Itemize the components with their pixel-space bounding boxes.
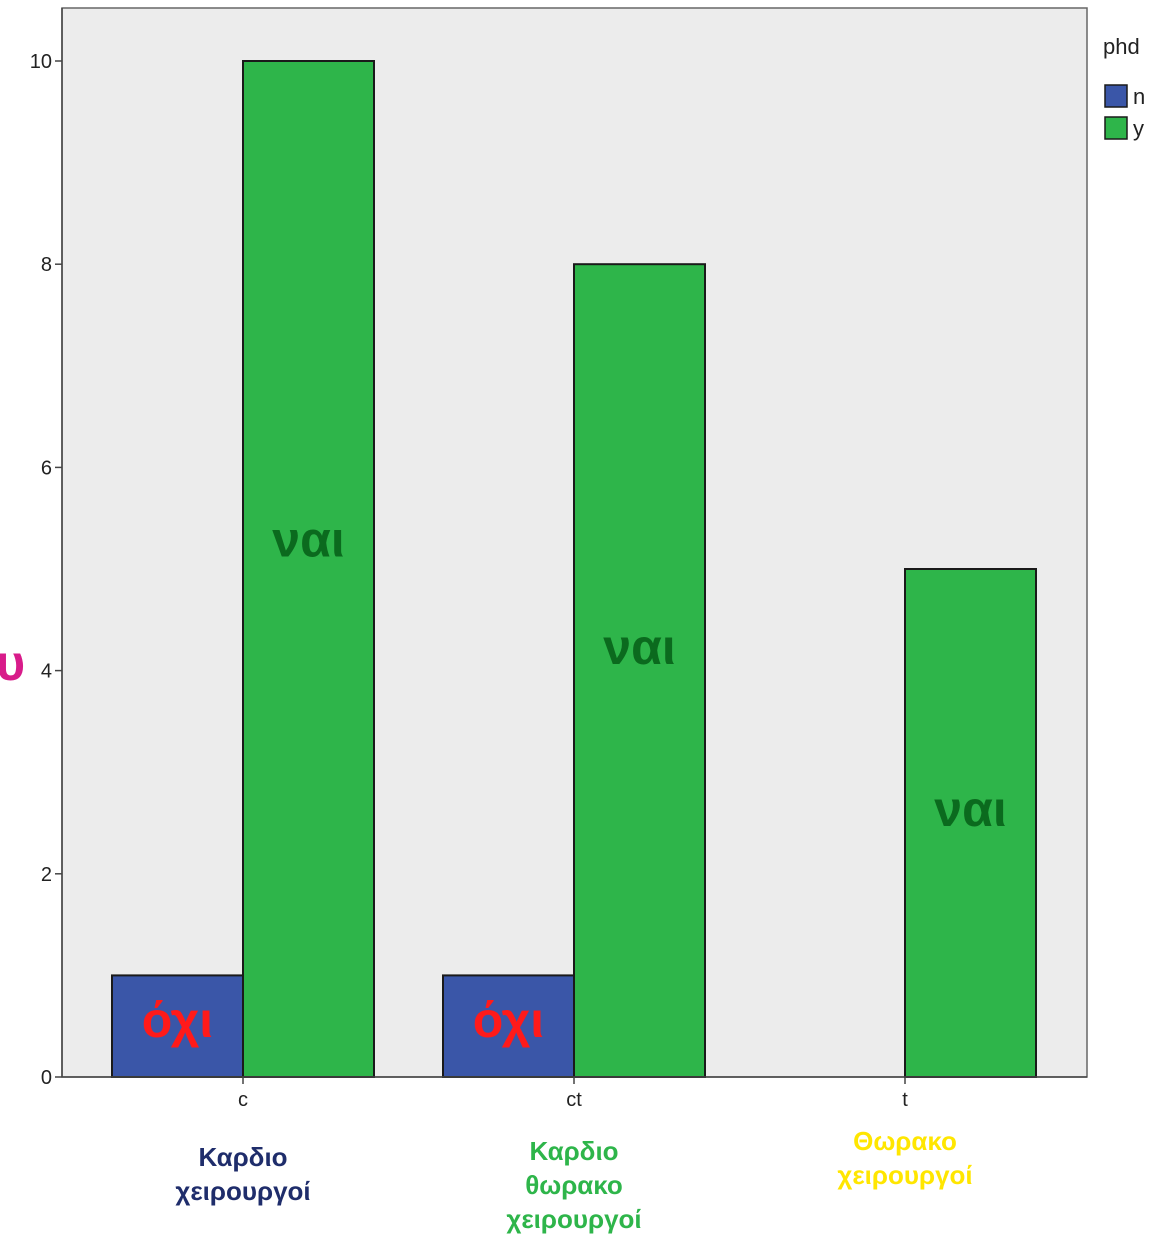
bar-annotation-label: ναι xyxy=(272,512,344,568)
y-tick-label: 8 xyxy=(41,254,52,276)
y-tick-label: 4 xyxy=(41,661,52,683)
group-note-c: Καρδιο χειρουργοί xyxy=(175,1142,310,1206)
legend-label-y: y xyxy=(1133,116,1144,141)
bar-n-c xyxy=(111,974,244,1079)
bar-n-ct xyxy=(442,974,575,1079)
left-edge-glyph: υ xyxy=(0,635,25,691)
y-tick-label: 6 xyxy=(41,457,52,479)
x-tick-label-t: t xyxy=(902,1089,908,1111)
bar-y-c xyxy=(242,60,375,1078)
bar-y-t xyxy=(904,568,1037,1078)
bar-annotation-label: ναι xyxy=(603,619,675,675)
group-note-t: Θωρακο χειρουργοί xyxy=(837,1126,972,1190)
bar-annotation-label: όχι xyxy=(473,992,544,1048)
y-tick-label: 10 xyxy=(30,51,52,73)
y-tick-label: 0 xyxy=(41,1067,52,1089)
bar-y-ct xyxy=(573,263,706,1078)
legend-swatch-y xyxy=(1104,116,1128,140)
legend-title: phd xyxy=(1103,34,1140,59)
legend-swatch-n xyxy=(1104,84,1128,108)
x-tick-label-c: c xyxy=(238,1089,248,1111)
group-note-ct: Καρδιο θωρακο χειρουργοί xyxy=(506,1136,641,1234)
legend-label-n: n xyxy=(1133,84,1145,109)
x-tick-label-ct: ct xyxy=(566,1089,582,1111)
bar-annotation-label: όχι xyxy=(142,992,213,1048)
y-tick-label: 2 xyxy=(41,864,52,886)
bar-annotation-label: ναι xyxy=(934,781,1006,837)
